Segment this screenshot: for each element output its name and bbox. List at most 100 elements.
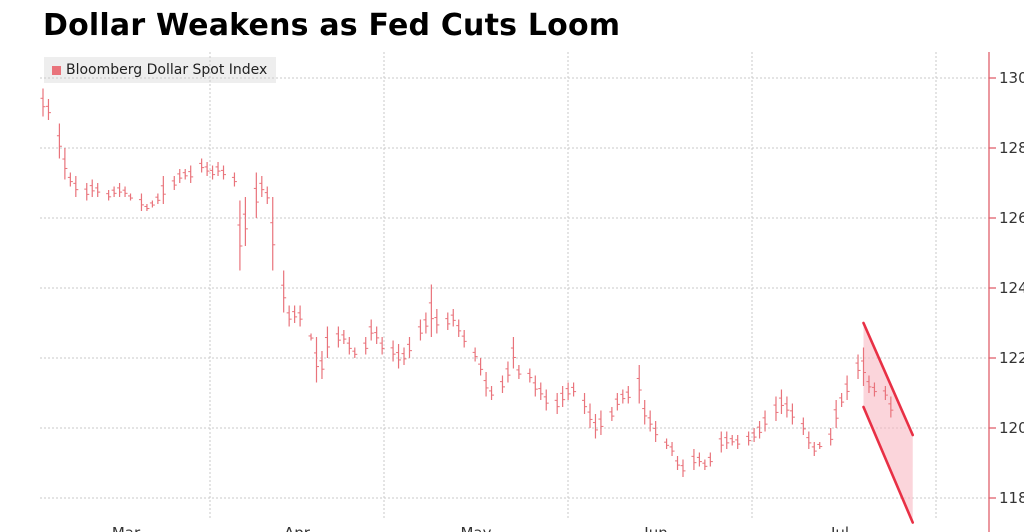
x-tick-label: Jun (643, 524, 667, 532)
gridlines (40, 52, 990, 520)
price-bar (363, 337, 369, 355)
price-bar (122, 186, 128, 197)
price-bar (242, 197, 248, 246)
price-bar (319, 351, 325, 379)
x-tick-label: Mar (112, 524, 141, 532)
price-bar (396, 344, 402, 369)
price-bar (221, 165, 227, 180)
y-tick-label: 128 (999, 139, 1024, 157)
price-bar (95, 183, 101, 197)
price-bar (188, 165, 194, 183)
price-bar (724, 431, 730, 449)
price-bar (614, 393, 620, 411)
legend-swatch (52, 65, 61, 75)
price-bar (571, 382, 577, 397)
x-tick-label: May (460, 524, 491, 532)
price-bar (882, 386, 888, 400)
chart-title: Dollar Weakens as Fed Cuts Loom (43, 8, 621, 43)
price-bar (117, 183, 123, 197)
price-bar (729, 435, 735, 446)
price-bar (855, 354, 861, 379)
price-bar (204, 162, 210, 176)
price-bar (554, 393, 560, 414)
price-bar (264, 186, 270, 204)
price-bar (735, 435, 741, 449)
y-tick-label: 126 (999, 209, 1024, 227)
price-bar (456, 319, 462, 337)
price-bar (199, 158, 205, 173)
price-bar (642, 400, 648, 425)
price-bar (609, 407, 615, 421)
y-tick-label: 118 (999, 489, 1024, 507)
price-bar (428, 284, 434, 337)
price-bar (489, 386, 495, 400)
price-bar (231, 172, 237, 187)
ohlc-series (40, 88, 894, 477)
price-bar (401, 347, 407, 365)
price-bar (833, 400, 839, 428)
price-bar (844, 375, 850, 400)
price-bar (625, 386, 631, 404)
y-tick-label: 124 (999, 279, 1024, 297)
y-axis: 118 120 122 124 126 128 130 (988, 52, 1024, 532)
price-bar (56, 123, 62, 159)
price-bar (374, 326, 380, 344)
price-bar (450, 309, 456, 327)
price-bar (160, 176, 166, 204)
price-bar (314, 337, 319, 383)
price-bar (543, 389, 549, 411)
price-bar (346, 337, 352, 355)
price-bar (379, 337, 385, 355)
price-bar (636, 365, 642, 404)
price-bar (871, 382, 877, 397)
price-bar (128, 193, 134, 201)
x-axis: Mar Apr May Jun Jul (112, 524, 849, 532)
price-bar (461, 330, 467, 348)
price-bar (215, 162, 221, 176)
price-bar (691, 449, 697, 470)
price-bar (620, 389, 626, 404)
price-bar (592, 414, 598, 439)
price-bar (707, 452, 713, 467)
price-bar (516, 365, 522, 379)
price-bar (144, 204, 150, 211)
price-bar (423, 312, 429, 334)
price-bar (292, 305, 298, 323)
price-bar (647, 410, 653, 432)
price-bar (483, 372, 489, 397)
price-bar (45, 99, 51, 120)
price-bar (499, 375, 505, 393)
price-bar (527, 368, 533, 383)
price-bar (171, 176, 177, 190)
price-bar (270, 197, 276, 271)
price-bar (138, 193, 144, 211)
price-bar (253, 172, 259, 218)
price-bar (587, 403, 593, 428)
price-bar (182, 169, 188, 180)
price-bar (368, 319, 374, 341)
price-bar (335, 326, 341, 348)
price-bar (237, 200, 243, 271)
price-bar (675, 456, 681, 470)
legend: Bloomberg Dollar Spot Index (44, 57, 277, 83)
price-bar (866, 375, 872, 393)
y-tick-label: 122 (999, 349, 1024, 367)
wedge-annotation (863, 323, 913, 523)
price-bar (598, 410, 604, 435)
wedge-upper-line (862, 321, 915, 437)
price-bar (40, 88, 46, 117)
price-bar (789, 403, 795, 425)
price-bar (653, 421, 659, 442)
price-bar (281, 270, 287, 313)
price-bar (565, 382, 571, 400)
price-bar (406, 337, 412, 358)
price-bar (286, 305, 292, 327)
price-bar (784, 396, 790, 418)
price-bar (828, 428, 834, 446)
x-tick-label: Jul (830, 524, 849, 532)
price-bar (696, 452, 702, 467)
price-bar (434, 309, 440, 334)
price-bar (702, 459, 708, 470)
price-bar (839, 393, 845, 407)
